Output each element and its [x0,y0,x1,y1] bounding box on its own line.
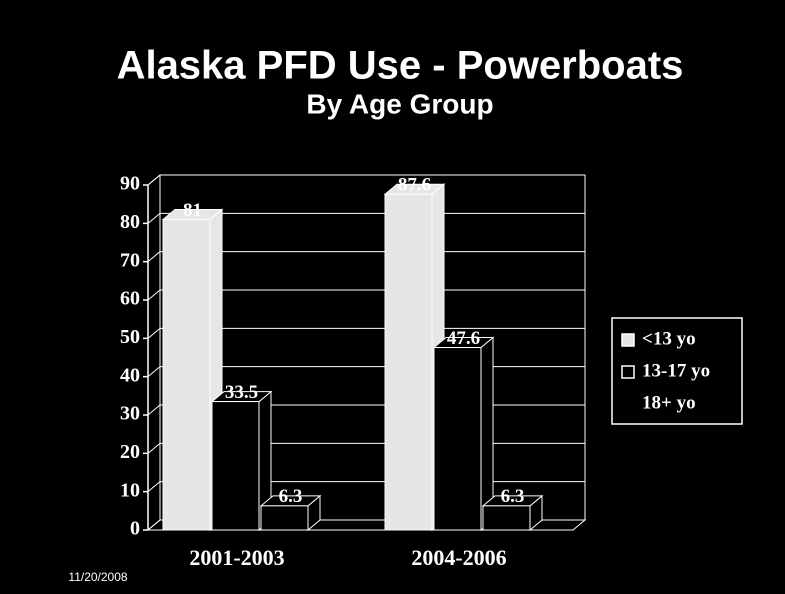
y-tick-label: 40 [120,364,140,386]
data-label: 81 [183,200,202,221]
grid-line [147,481,161,493]
grid-line [147,289,161,301]
chart-title: Alaska PFD Use - Powerboats [117,44,684,88]
data-label: 87.6 [398,175,431,196]
data-label: 6.3 [501,486,525,507]
bar-front [482,505,531,531]
grid-line [147,404,161,416]
grid-line [147,174,161,186]
y-tick-label: 90 [120,173,140,195]
y-tick-label: 50 [120,326,140,348]
bar-front [162,219,211,531]
legend-label: 18+ yo [642,392,696,413]
y-tick-label: 20 [120,441,140,463]
legend-label: 13-17 yo [642,360,710,381]
y-tick-label: 80 [120,211,140,233]
data-label: 33.5 [225,382,258,403]
grid-line [147,366,161,378]
bar-front [384,193,433,531]
bar [161,208,224,532]
bar [481,494,544,532]
bar-front [260,505,309,531]
grid-line [147,212,161,224]
grid-line [147,327,161,339]
y-tick-label: 60 [120,288,140,310]
data-label: 47.6 [447,328,480,349]
legend-label: <13 yo [642,328,696,349]
x-tick-label: 2001-2003 [189,545,284,570]
grid-line [147,251,161,263]
grid-line [147,519,161,531]
legend-swatch [622,398,634,410]
y-tick-label: 30 [120,403,140,425]
bar [432,336,495,532]
y-tick-label: 10 [120,479,140,501]
bar-front [211,401,260,531]
bar [210,390,273,532]
y-tick-label: 0 [130,518,140,540]
bar [259,494,322,532]
x-tick-label: 2004-2006 [411,545,506,570]
grid-line [147,442,161,454]
footer-date: 11/20/2008 [68,570,127,584]
legend-swatch [621,365,635,379]
bar-front [433,347,482,531]
data-label: 6.3 [279,486,303,507]
legend-swatch [621,333,635,347]
y-tick-label: 70 [120,249,140,271]
chart-subtitle: By Age Group [306,88,493,119]
